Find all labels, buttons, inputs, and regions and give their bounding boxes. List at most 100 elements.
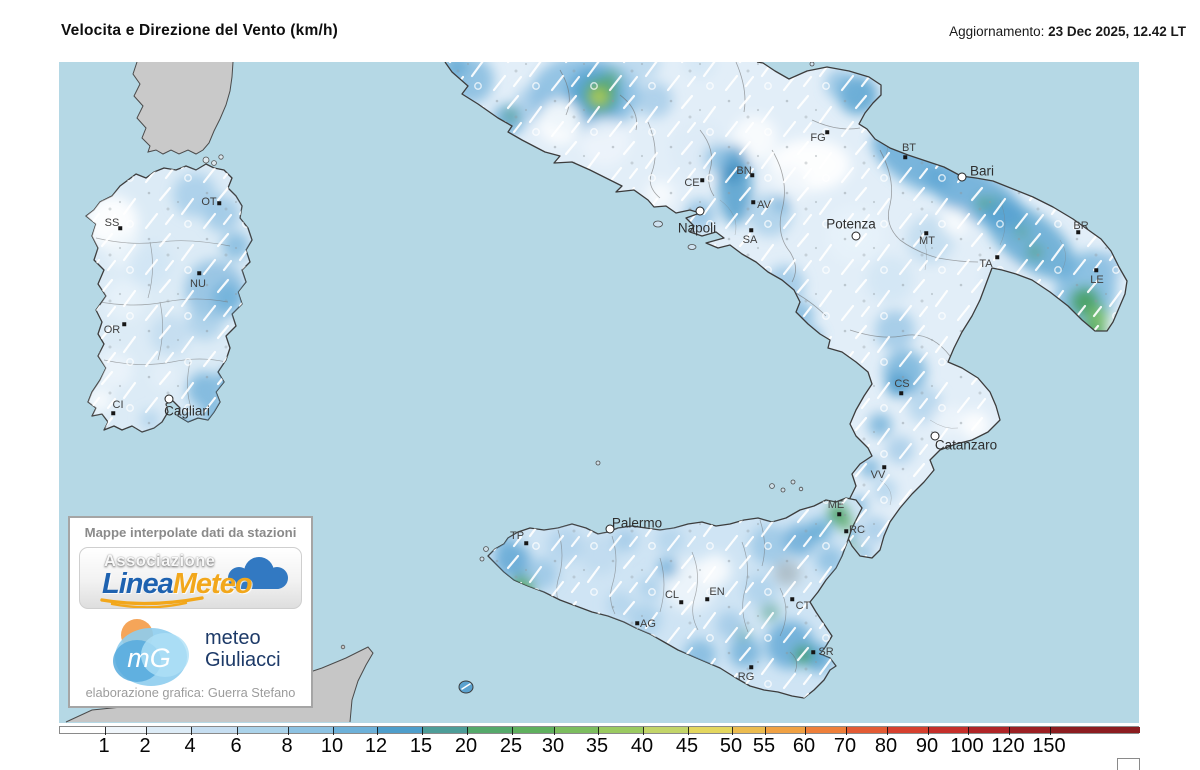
colorbar-tick bbox=[805, 727, 807, 735]
colorbar-segment bbox=[191, 727, 237, 733]
colorbar-tick bbox=[377, 727, 379, 735]
colorbar-tick-label: 45 bbox=[675, 735, 699, 757]
colorbar-segment bbox=[422, 727, 467, 733]
update-label: Aggiornamento: bbox=[949, 24, 1045, 39]
update-value: 23 Dec 2025, 12.42 LT bbox=[1048, 24, 1186, 39]
colorbar-segment bbox=[512, 727, 554, 733]
colorbar-tick-label: 30 bbox=[541, 735, 565, 757]
colorbar-segment bbox=[105, 727, 146, 733]
colorbar-tick-label: 4 bbox=[184, 735, 196, 757]
page-title: Velocita e Direzione del Vento (km/h) bbox=[61, 22, 338, 39]
pantelleria-island bbox=[458, 680, 474, 694]
colorbar-tick-label: 2 bbox=[139, 735, 151, 757]
colorbar-tick bbox=[643, 727, 645, 735]
colorbar-tick bbox=[146, 727, 148, 735]
colorbar-segment bbox=[846, 727, 887, 733]
colorbar-tick-label: 8 bbox=[281, 735, 293, 757]
colorbar-tick-label: 35 bbox=[585, 735, 609, 757]
colorbar: 1 2 4 6 8 10 12 15 20 25 30 35 40 45 50 55 60 70 80 90 100 12… bbox=[59, 726, 1140, 766]
colorbar-tick bbox=[1009, 727, 1011, 735]
colorbar-tick bbox=[598, 727, 600, 735]
colorbar-tick bbox=[968, 727, 970, 735]
colorbar-segment bbox=[688, 727, 732, 733]
colorbar-segment bbox=[643, 727, 688, 733]
colorbar-tick bbox=[1050, 727, 1052, 735]
credit-line: elaborazione grafica: Guerra Stefano bbox=[85, 685, 296, 700]
colorbar-tick-label: 25 bbox=[499, 735, 523, 757]
lineameteo-swoosh bbox=[100, 596, 204, 608]
colorbar-tick bbox=[105, 727, 107, 735]
colorbar-tick bbox=[288, 727, 290, 735]
colorbar-tick bbox=[887, 727, 889, 735]
meteogiuliacci-wordmark: meteo Giuliacci bbox=[205, 627, 281, 671]
corner-box bbox=[1117, 758, 1140, 770]
sardinia-landmass bbox=[85, 163, 253, 433]
colorbar-tick bbox=[191, 727, 193, 735]
watermark-heading: Mappe interpolate dati da stazioni bbox=[84, 525, 297, 540]
colorbar-segment bbox=[60, 727, 105, 733]
colorbar-tick-label: 90 bbox=[915, 735, 939, 757]
small-islands bbox=[458, 62, 815, 694]
colorbar-segment bbox=[288, 727, 333, 733]
meteogiuliacci-word2: Giuliacci bbox=[205, 649, 281, 671]
colorbar-tick bbox=[928, 727, 930, 735]
colorbar-tick bbox=[846, 727, 848, 735]
colorbar-tick-label: 50 bbox=[719, 735, 743, 757]
colorbar-segment bbox=[146, 727, 191, 733]
colorbar-tick-label: 70 bbox=[833, 735, 857, 757]
colorbar-segment bbox=[805, 727, 846, 733]
colorbar-segment bbox=[887, 727, 928, 733]
colorbar-tick bbox=[688, 727, 690, 735]
colorbar-segment bbox=[237, 727, 288, 733]
colorbar-segment bbox=[1009, 727, 1050, 733]
colorbar-segment bbox=[467, 727, 512, 733]
colorbar-tick-label: 150 bbox=[1032, 735, 1066, 757]
colorbar-segments bbox=[59, 726, 1140, 735]
maddalena-islets bbox=[202, 154, 224, 166]
lineameteo-cloud-icon bbox=[228, 557, 288, 589]
meteogiuliacci-logo: mG meteo Giuliacci bbox=[79, 611, 302, 695]
corsica-landmass bbox=[132, 62, 234, 166]
colorbar-segment bbox=[928, 727, 968, 733]
colorbar-tick bbox=[512, 727, 514, 735]
meteogiuliacci-word1: meteo bbox=[205, 627, 261, 649]
colorbar-tick bbox=[765, 727, 767, 735]
colorbar-tick bbox=[467, 727, 469, 735]
colorbar-tick-label: 80 bbox=[874, 735, 898, 757]
colorbar-tick-label: 40 bbox=[630, 735, 654, 757]
colorbar-tick-label: 100 bbox=[950, 735, 984, 757]
lineameteo-logo: Associazione LineaMeteo bbox=[79, 547, 302, 609]
sicily-landmass bbox=[487, 497, 863, 699]
colorbar-segment bbox=[968, 727, 1009, 733]
colorbar-tick-label: 20 bbox=[454, 735, 478, 757]
colorbar-segment bbox=[554, 727, 598, 733]
colorbar-tick-label: 12 bbox=[364, 735, 388, 757]
lineameteo-wordmark: LineaMeteo bbox=[102, 568, 253, 600]
colorbar-tick-label: 60 bbox=[792, 735, 816, 757]
wind-map bbox=[59, 62, 1139, 723]
colorbar-segment bbox=[1050, 727, 1140, 733]
colorbar-tick bbox=[237, 727, 239, 735]
colorbar-tick bbox=[732, 727, 734, 735]
colorbar-segment bbox=[333, 727, 377, 733]
colorbar-tick bbox=[554, 727, 556, 735]
colorbar-tick-label: 55 bbox=[752, 735, 776, 757]
update-timestamp: Aggiornamento: 23 Dec 2025, 12.42 LT bbox=[949, 24, 1186, 39]
colorbar-segment bbox=[598, 727, 643, 733]
colorbar-tick bbox=[422, 727, 424, 735]
colorbar-tick-label: 120 bbox=[991, 735, 1025, 757]
colorbar-segment bbox=[732, 727, 765, 733]
colorbar-tick-label: 10 bbox=[320, 735, 344, 757]
colorbar-segment bbox=[765, 727, 805, 733]
colorbar-tick-label: 1 bbox=[98, 735, 110, 757]
colorbar-segment bbox=[377, 727, 422, 733]
wind-map-svg bbox=[59, 62, 1139, 723]
lineameteo-association-text: Associazione bbox=[104, 552, 216, 570]
colorbar-tick-label: 15 bbox=[409, 735, 433, 757]
watermark-box: Mappe interpolate dati da stazioni Assoc… bbox=[68, 516, 313, 708]
colorbar-tick-label: 6 bbox=[230, 735, 242, 757]
meteogiuliacci-cloud-icon: mG bbox=[113, 619, 189, 686]
colorbar-tick bbox=[333, 727, 335, 735]
meteogiuliacci-icon-text: mG bbox=[127, 643, 171, 673]
